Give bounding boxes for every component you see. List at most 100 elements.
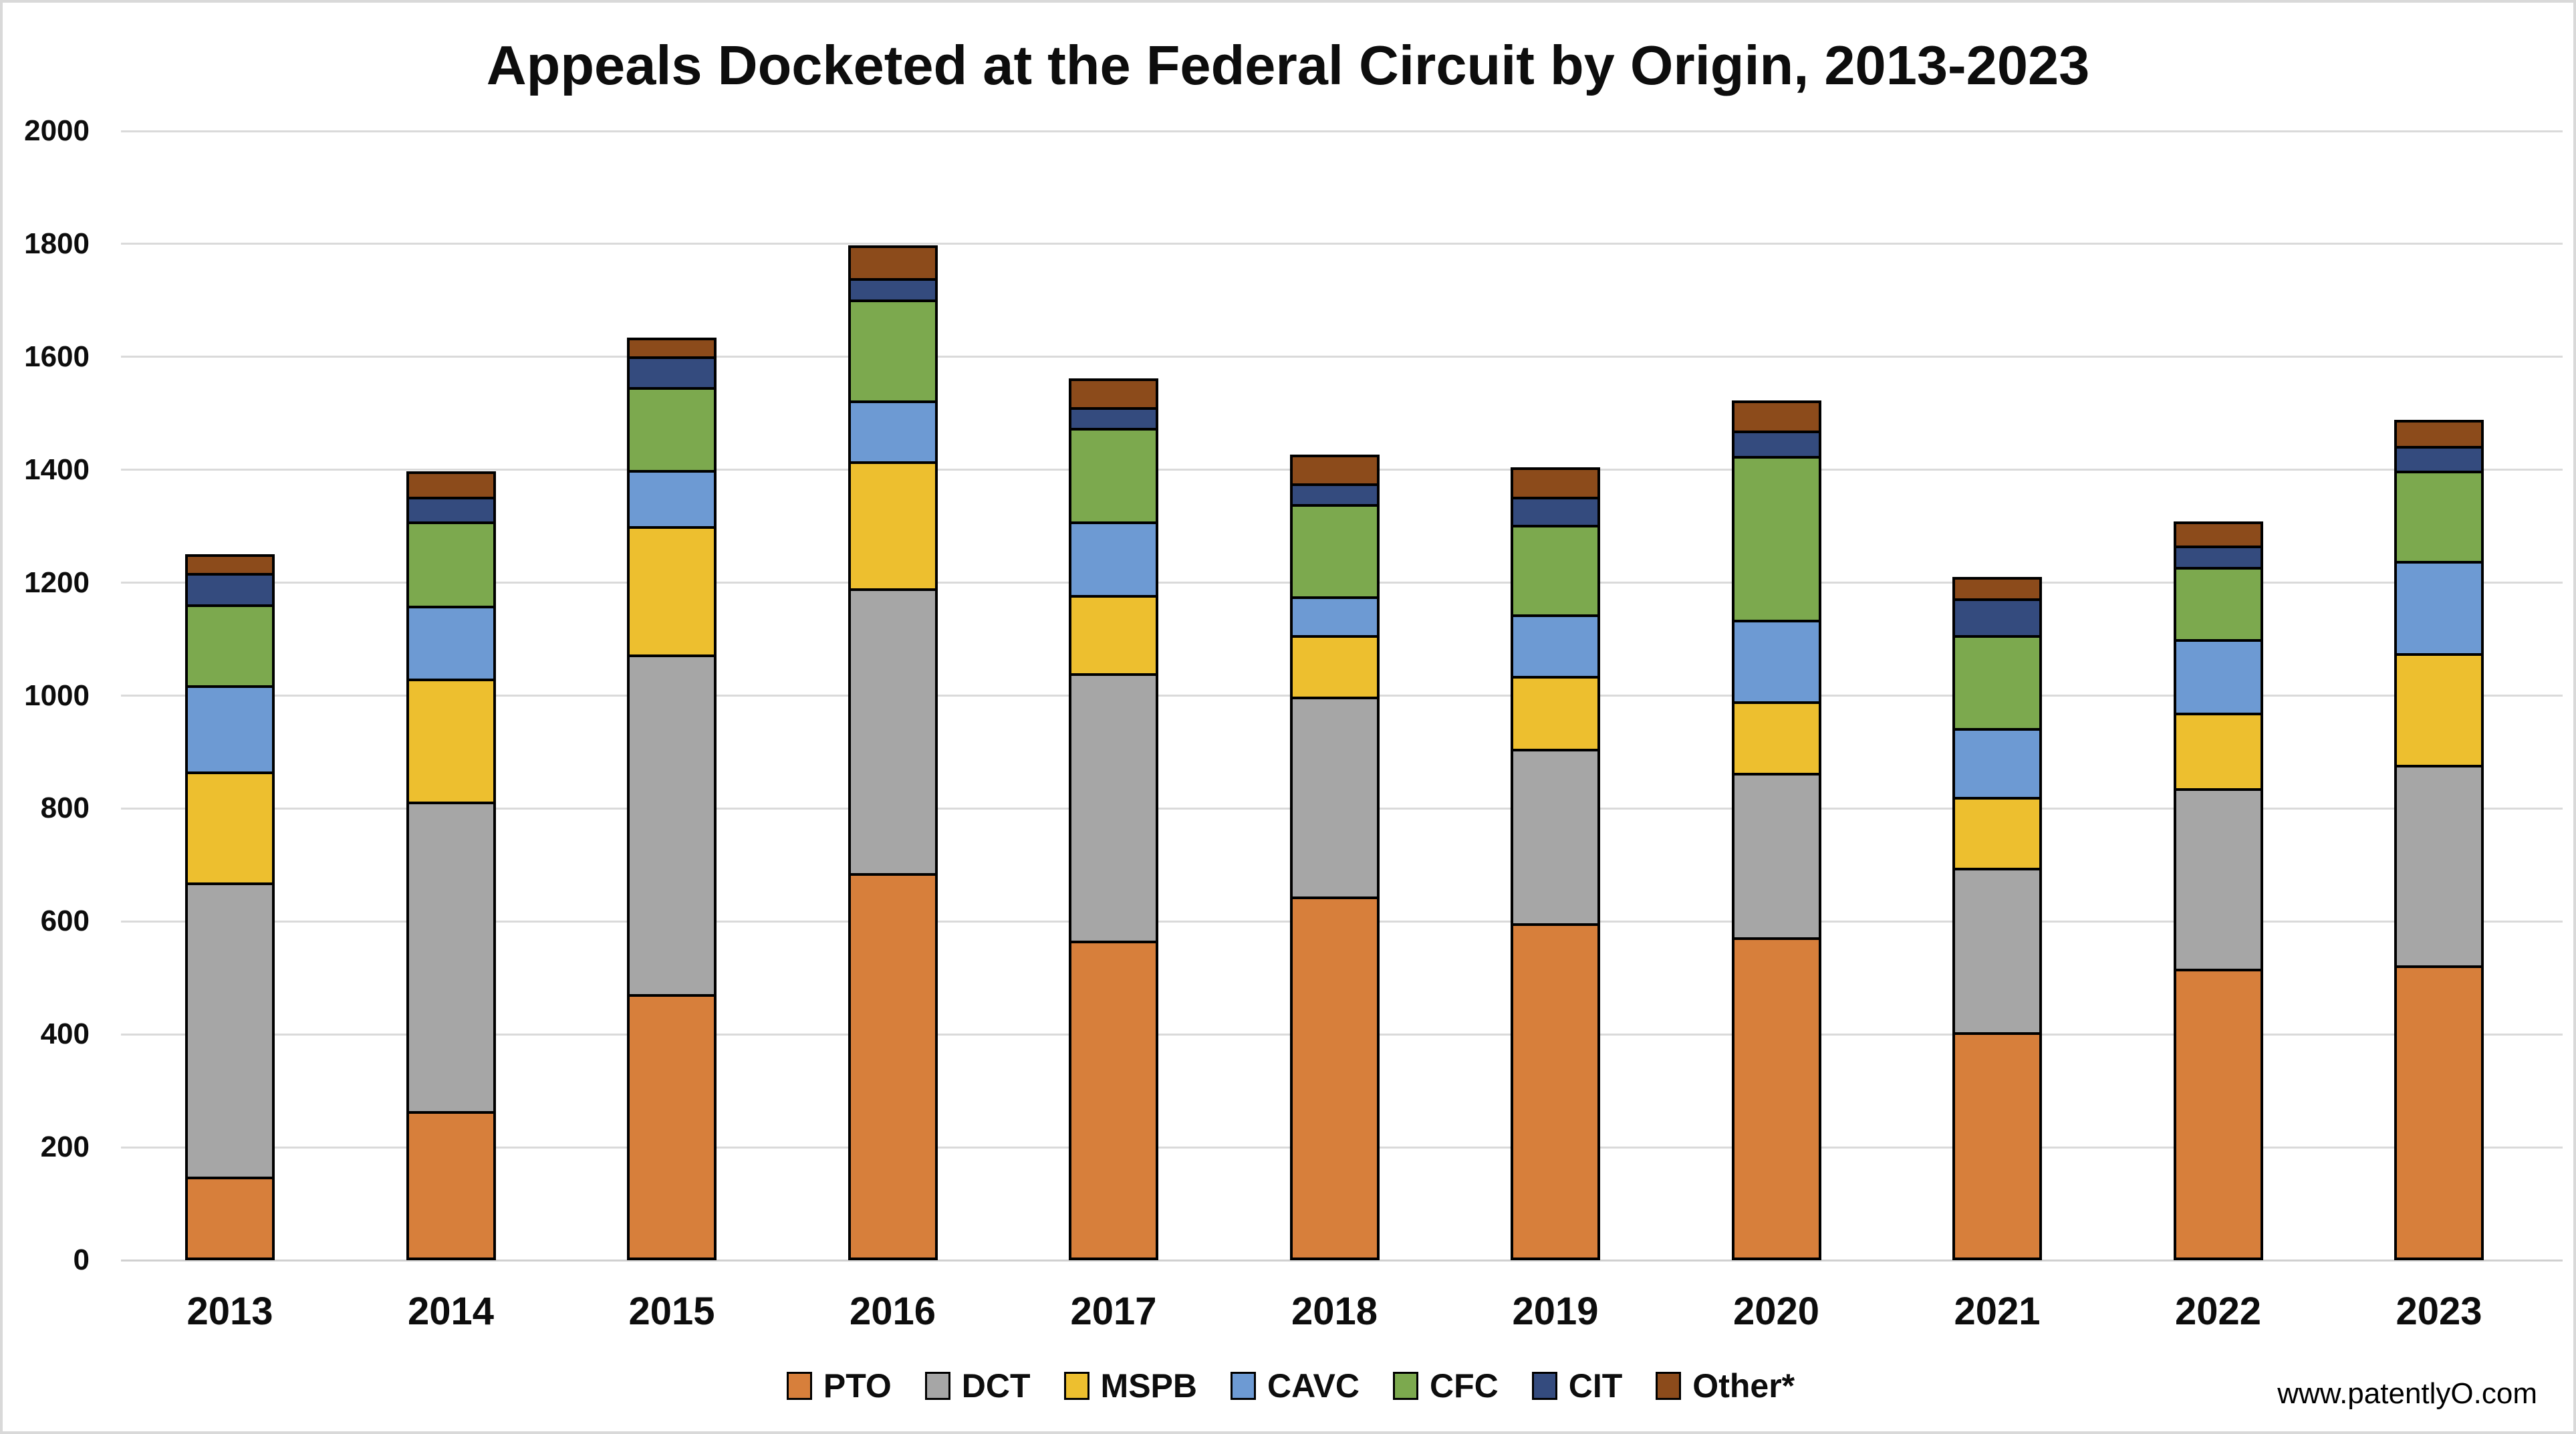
y-tick-label-1200: 1200 xyxy=(24,566,90,599)
bar-segment-CIT-2013 xyxy=(185,575,275,607)
x-category-label-2014: 2014 xyxy=(407,1290,495,1333)
bar-segment-Other-2023 xyxy=(2394,420,2484,449)
bar-segment-DCT-2022 xyxy=(2173,791,2263,971)
bar-segment-CFC-2023 xyxy=(2394,473,2484,564)
bar-segment-PTO-2022 xyxy=(2173,971,2263,1260)
y-tick-label-600: 600 xyxy=(40,905,90,938)
bar-segment-MSPB-2018 xyxy=(1289,637,1380,699)
bar-segment-Other-2019 xyxy=(1511,467,1600,500)
legend-item-CIT: CIT xyxy=(1531,1366,1623,1405)
x-category-label-2018: 2018 xyxy=(1291,1290,1378,1333)
legend-item-CFC: CFC xyxy=(1392,1366,1499,1405)
bar-segment-Other-2020 xyxy=(1731,400,1821,433)
bar-segment-DCT-2014 xyxy=(406,804,496,1114)
bar-segment-Other-2013 xyxy=(185,554,275,576)
x-category-label-2019: 2019 xyxy=(1512,1290,1599,1333)
legend-item-MSPB: MSPB xyxy=(1063,1366,1198,1405)
bar-segment-PTO-2021 xyxy=(1952,1035,2042,1260)
bar-segment-CAVC-2014 xyxy=(406,608,496,681)
bar-segment-DCT-2015 xyxy=(627,657,717,997)
legend-swatch-CIT xyxy=(1531,1372,1557,1400)
legend-label-Other: Other* xyxy=(1692,1367,1795,1405)
bar-segment-CFC-2018 xyxy=(1289,507,1380,600)
legend-label-MSPB: MSPB xyxy=(1100,1367,1198,1405)
bar-segment-PTO-2019 xyxy=(1511,926,1600,1260)
legend: PTO DCT MSPB CAVC CFC CIT Other* xyxy=(3,1366,2573,1405)
bar-segment-PTO-2013 xyxy=(185,1179,275,1260)
x-axis-line xyxy=(121,1259,2563,1262)
legend-item-DCT: DCT xyxy=(924,1366,1031,1405)
legend-swatch-CFC xyxy=(1392,1372,1418,1400)
bar-segment-CIT-2018 xyxy=(1289,486,1380,507)
legend-swatch-MSPB xyxy=(1063,1372,1089,1400)
legend-label-CFC: CFC xyxy=(1429,1367,1499,1405)
legend-swatch-PTO xyxy=(786,1372,812,1400)
bar-segment-Other-2015 xyxy=(627,338,717,360)
legend-swatch-CAVC xyxy=(1231,1372,1257,1400)
bar-segment-MSPB-2021 xyxy=(1952,799,2042,871)
x-category-label-2023: 2023 xyxy=(2396,1290,2482,1333)
bar-segment-CIT-2022 xyxy=(2173,548,2263,570)
bar-segment-Other-2014 xyxy=(406,471,496,499)
gridline-1800 xyxy=(121,243,2563,245)
bar-segment-MSPB-2022 xyxy=(2173,715,2263,792)
bar-segment-CAVC-2023 xyxy=(2394,563,2484,656)
bar-segment-PTO-2014 xyxy=(406,1114,496,1260)
bar-segment-CAVC-2013 xyxy=(185,687,275,774)
bar-segment-CIT-2019 xyxy=(1511,499,1600,527)
x-category-label-2013: 2013 xyxy=(186,1290,273,1333)
bar-segment-CFC-2022 xyxy=(2173,570,2263,642)
bar-segment-MSPB-2016 xyxy=(848,464,938,592)
gridline-2000 xyxy=(121,130,2563,132)
bar-segment-CAVC-2018 xyxy=(1289,599,1380,638)
y-tick-label-1800: 1800 xyxy=(24,227,90,260)
bar-segment-CFC-2020 xyxy=(1731,458,1821,622)
gridline-1600 xyxy=(121,356,2563,358)
legend-item-Other: Other* xyxy=(1656,1366,1795,1405)
bar-segment-CAVC-2022 xyxy=(2173,642,2263,716)
bar-segment-CAVC-2021 xyxy=(1952,730,2042,800)
bar-segment-MSPB-2020 xyxy=(1731,704,1821,775)
bar-segment-CFC-2014 xyxy=(406,523,496,609)
bar-segment-DCT-2019 xyxy=(1511,751,1600,927)
x-category-label-2017: 2017 xyxy=(1070,1290,1157,1333)
y-tick-label-1400: 1400 xyxy=(24,453,90,486)
legend-item-PTO: PTO xyxy=(786,1366,892,1405)
bar-segment-PTO-2023 xyxy=(2394,967,2484,1260)
y-tick-label-2000: 2000 xyxy=(24,114,90,147)
bar-segment-Other-2021 xyxy=(1952,577,2042,602)
bar-segment-MSPB-2013 xyxy=(185,773,275,886)
legend-label-CIT: CIT xyxy=(1568,1367,1623,1405)
bar-segment-CFC-2013 xyxy=(185,606,275,688)
y-tick-label-200: 200 xyxy=(40,1130,90,1164)
bar-segment-CIT-2014 xyxy=(406,499,496,524)
bar-segment-CAVC-2017 xyxy=(1069,523,1158,598)
bar-segment-DCT-2016 xyxy=(848,591,938,876)
legend-item-CAVC: CAVC xyxy=(1231,1366,1360,1405)
bar-segment-PTO-2020 xyxy=(1731,940,1821,1260)
y-tick-label-800: 800 xyxy=(40,792,90,825)
bar-segment-DCT-2013 xyxy=(185,885,275,1180)
bar-segment-MSPB-2023 xyxy=(2394,656,2484,767)
bar-segment-DCT-2023 xyxy=(2394,767,2484,968)
bar-segment-MSPB-2014 xyxy=(406,681,496,804)
bar-segment-CAVC-2019 xyxy=(1511,617,1600,679)
bar-segment-CIT-2017 xyxy=(1069,410,1158,431)
bar-segment-PTO-2016 xyxy=(848,875,938,1260)
bar-segment-CIT-2016 xyxy=(848,280,938,302)
watermark: www.patentlyO.com xyxy=(2277,1377,2537,1410)
bar-segment-Other-2016 xyxy=(848,245,938,281)
bar-segment-Other-2017 xyxy=(1069,378,1158,410)
bar-segment-CIT-2021 xyxy=(1952,601,2042,638)
x-category-label-2022: 2022 xyxy=(2174,1290,2262,1333)
legend-swatch-DCT xyxy=(924,1372,950,1400)
bar-segment-Other-2022 xyxy=(2173,521,2263,549)
x-category-label-2015: 2015 xyxy=(628,1290,715,1333)
bar-segment-CFC-2015 xyxy=(627,389,717,473)
bar-segment-DCT-2018 xyxy=(1289,699,1380,899)
bar-segment-DCT-2017 xyxy=(1069,675,1158,944)
bar-segment-CFC-2017 xyxy=(1069,430,1158,524)
bar-segment-MSPB-2017 xyxy=(1069,598,1158,676)
legend-label-CAVC: CAVC xyxy=(1267,1367,1360,1405)
